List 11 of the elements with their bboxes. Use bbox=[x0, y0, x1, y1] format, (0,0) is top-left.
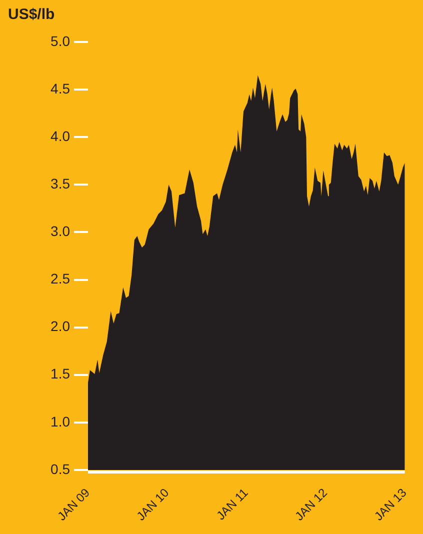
y-tick-label: 3.5 bbox=[50, 176, 70, 192]
y-tick-label: 4.5 bbox=[50, 80, 70, 96]
y-tick-label: 4.0 bbox=[50, 128, 70, 144]
y-tick-label: 2.5 bbox=[50, 270, 70, 287]
y-tick-label: 3.0 bbox=[50, 223, 70, 240]
y-tick-label: 1.0 bbox=[50, 413, 70, 430]
y-tick-label: 0.5 bbox=[50, 460, 70, 477]
y-tick-label: 5.0 bbox=[50, 32, 70, 49]
y-axis-title: US$/lb bbox=[8, 6, 55, 23]
y-tick-label: 2.0 bbox=[50, 318, 70, 334]
y-tick-label: 1.5 bbox=[50, 366, 70, 382]
